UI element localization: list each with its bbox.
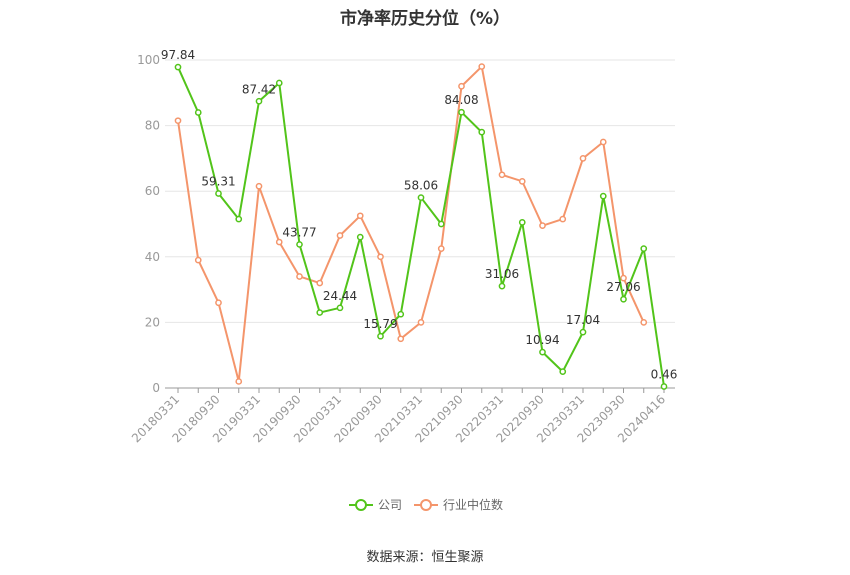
data-point (336, 232, 344, 239)
data-label: 84.08 (444, 93, 478, 107)
data-point (620, 295, 627, 303)
data-point (498, 282, 506, 290)
data-point (296, 273, 303, 280)
series-line-company (177, 66, 665, 387)
data-label: 31.06 (485, 267, 519, 281)
data-point (579, 328, 587, 336)
data-label: 27.06 (606, 280, 640, 294)
y-tick-label: 100 (137, 53, 160, 67)
legend: 公司 行业中位数 (349, 497, 503, 512)
data-point (397, 310, 405, 318)
data-point (336, 304, 344, 312)
data-point (518, 219, 526, 226)
data-point (518, 178, 526, 185)
data-point (356, 212, 364, 220)
series-lines (174, 63, 668, 390)
source-note: 数据来源：恒生聚源 (366, 550, 484, 565)
data-point (640, 245, 648, 252)
data-point (275, 79, 283, 87)
data-label: 97.84 (161, 48, 195, 62)
legend-swatch-marker (355, 499, 367, 511)
data-point (559, 215, 567, 223)
data-point (194, 109, 202, 116)
data-point (194, 256, 202, 264)
legend-swatch-marker (420, 499, 432, 511)
data-point (437, 245, 445, 252)
data-label: 87.42 (242, 82, 276, 96)
data-point (599, 138, 607, 146)
series-line-industry-median (177, 65, 645, 383)
y-tick-label: 0 (152, 381, 160, 395)
data-point (316, 309, 324, 316)
y-tick-label: 40 (145, 250, 160, 264)
data-point (174, 117, 182, 125)
data-label: 0.46 (651, 367, 678, 381)
data-point (599, 192, 607, 200)
data-point (417, 194, 425, 201)
data-point (559, 368, 567, 375)
data-label: 59.31 (201, 174, 235, 188)
data-point (255, 182, 263, 190)
data-point (458, 108, 465, 116)
data-point (478, 63, 486, 70)
data-point (215, 299, 222, 307)
data-point (296, 241, 303, 248)
data-point (620, 274, 627, 282)
data-point (478, 128, 486, 136)
legend-item-company: 公司 (349, 498, 402, 512)
data-point (498, 171, 506, 179)
data-labels: 97.84 59.31 87.42 43.77 24.44 15.79 58.06 84.08… (161, 48, 678, 381)
data-label: 15.79 (363, 317, 397, 331)
data-label: 17.04 (566, 313, 600, 327)
data-point (579, 155, 587, 162)
data-label: 10.94 (525, 333, 559, 347)
legend-label: 行业中位数 (443, 497, 503, 512)
data-label: 43.77 (282, 225, 316, 239)
data-point (316, 279, 324, 287)
axes: 0204060801002018033120180930201903312019… (129, 53, 675, 445)
data-label: 58.06 (404, 179, 438, 193)
chart-title: 市净率历史分位（%） (339, 9, 511, 29)
data-point (377, 332, 384, 340)
legend-label: 公司 (378, 498, 402, 512)
data-point (255, 97, 263, 105)
y-tick-label: 20 (145, 315, 160, 329)
data-point (458, 82, 465, 90)
data-point (437, 220, 445, 228)
data-point (275, 238, 283, 246)
data-point (397, 335, 405, 343)
data-label: 24.44 (323, 289, 357, 303)
data-point (215, 190, 222, 197)
data-point (235, 215, 243, 223)
y-tick-label: 80 (145, 119, 160, 133)
data-point (417, 319, 425, 326)
legend-item-industry-median: 行业中位数 (414, 497, 503, 512)
data-point (640, 319, 648, 326)
data-point (235, 378, 243, 385)
data-point (539, 348, 546, 356)
y-tick-label: 60 (145, 184, 160, 198)
data-point (377, 253, 384, 261)
data-point (174, 63, 182, 71)
data-point (539, 222, 546, 229)
data-point (660, 383, 668, 390)
data-point (356, 233, 364, 241)
